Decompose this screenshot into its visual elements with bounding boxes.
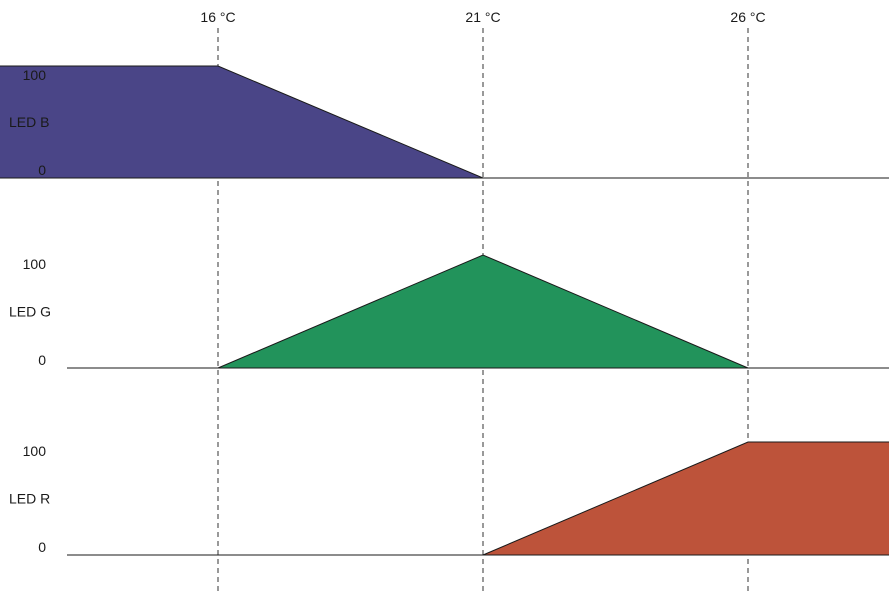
area-led-b bbox=[0, 65, 889, 179]
x-tick-label-21: 21 °C bbox=[465, 9, 500, 25]
y-tick-100-led-g: 100 bbox=[23, 256, 47, 272]
x-tick-label-16: 16 °C bbox=[200, 9, 235, 25]
panel-led-g: 100 0 LED G bbox=[9, 254, 889, 369]
y-tick-0-led-r: 0 bbox=[38, 539, 46, 555]
panel-led-r: 100 0 LED R bbox=[9, 441, 889, 556]
x-tick-label-26: 26 °C bbox=[730, 9, 765, 25]
temperature-tick-labels: 16 °C 21 °C 26 °C bbox=[200, 9, 765, 25]
area-led-r bbox=[482, 441, 889, 556]
series-label-led-g: LED G bbox=[9, 304, 51, 320]
y-tick-100-led-b: 100 bbox=[23, 67, 47, 83]
led-panels: 100 0 LED B 100 0 LED G 100 0 LED R bbox=[0, 65, 889, 556]
y-tick-0-led-b: 0 bbox=[38, 162, 46, 178]
panel-led-b: 100 0 LED B bbox=[0, 65, 889, 179]
series-label-led-r: LED R bbox=[9, 491, 50, 507]
y-tick-0-led-g: 0 bbox=[38, 352, 46, 368]
y-tick-100-led-r: 100 bbox=[23, 443, 47, 459]
area-led-g bbox=[217, 254, 749, 369]
series-label-led-b: LED B bbox=[9, 114, 49, 130]
